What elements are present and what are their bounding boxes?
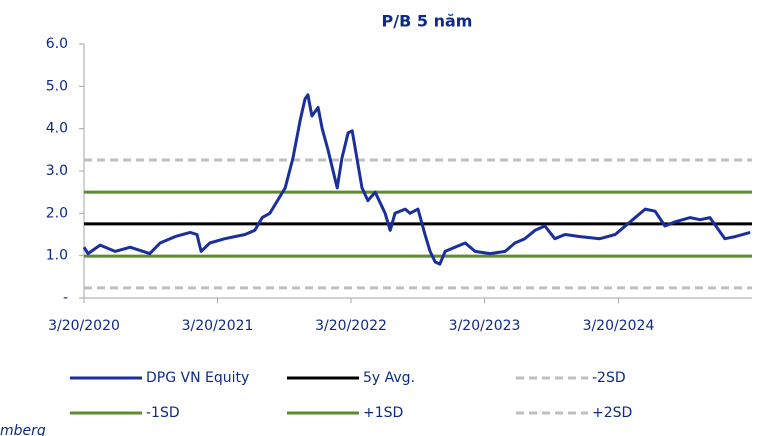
y-tick-label: 1.0 [46,248,68,264]
legend-label: +2SD [592,405,632,421]
data-line [82,93,751,266]
y-tick-label: 2.0 [46,205,68,221]
x-tick-label: 3/20/2021 [182,318,254,334]
y-tick-label: 4.0 [46,121,68,137]
legend-label: 5y Avg. [363,370,415,386]
x-tick-label: 3/20/2022 [315,318,387,334]
y-tick-label: 6.0 [46,36,68,52]
legend-label: -2SD [592,370,626,386]
y-tick-label: 3.0 [46,163,68,179]
x-tick-label: 3/20/2020 [48,318,120,334]
legend-label: DPG VN Equity [146,370,249,386]
source-note: mberg [0,423,46,436]
x-tick-label: 3/20/2024 [583,318,655,334]
legend-label: -1SD [146,405,180,421]
y-tick-label: 5.0 [46,78,68,94]
chart-title: P/B 5 năm [382,12,473,31]
y-tick-label: - [63,290,68,306]
legend-label: +1SD [363,405,403,421]
x-tick-label: 3/20/2023 [449,318,521,334]
